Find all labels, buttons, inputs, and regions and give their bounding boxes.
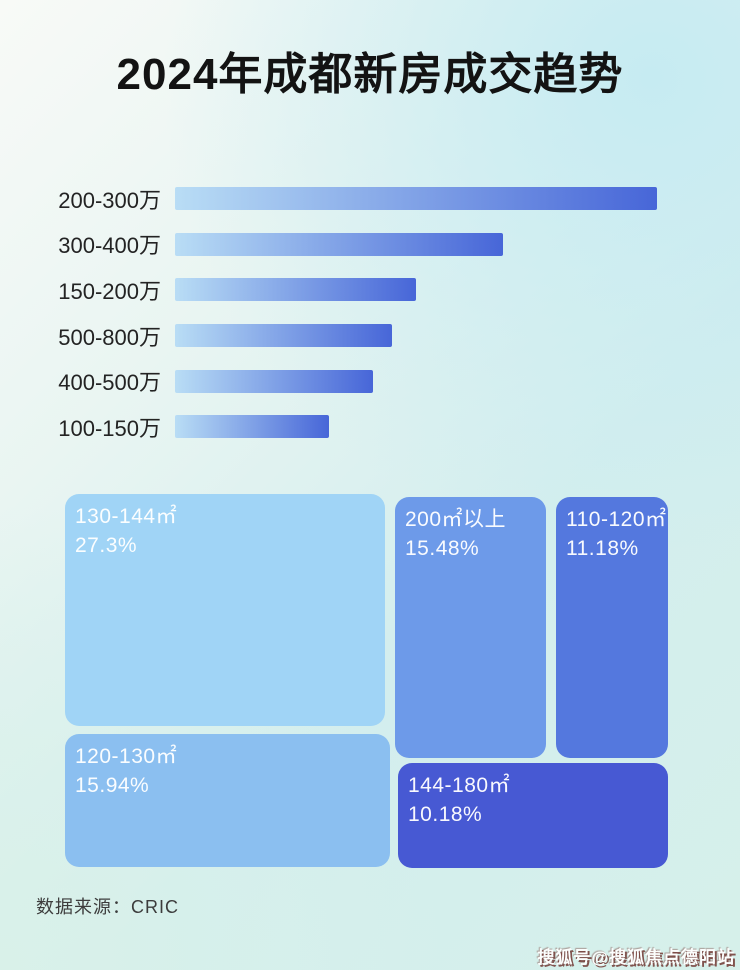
bar-chart: 200-300万 300-400万 150-200万 500-800万 400-500万…	[40, 176, 700, 450]
bar	[175, 278, 416, 302]
watermark: 搜狐号@搜狐焦点德阳站	[537, 948, 735, 967]
bar-row: 100-150万	[40, 404, 700, 450]
bar	[175, 232, 503, 256]
treemap-tile: 200㎡以上 15.48%	[395, 497, 546, 758]
treemap-tile: 120-130㎡ 15.94%	[65, 734, 390, 867]
bar-label: 400-500万	[58, 370, 161, 396]
bar	[175, 415, 329, 439]
tile-label: 130-144㎡	[75, 505, 178, 528]
bar-label: 100-150万	[58, 415, 161, 441]
tile-label: 120-130㎡	[75, 745, 178, 768]
bar-row: 400-500万	[40, 358, 700, 404]
bar	[175, 324, 392, 348]
bar-label: 500-800万	[58, 324, 161, 350]
tile-value: 10.18%	[408, 803, 483, 826]
tile-value: 11.18%	[566, 537, 639, 560]
page-title: 2024年成都新房成交趋势	[116, 50, 624, 99]
tile-label: 110-120㎡	[566, 508, 667, 531]
bar	[175, 187, 657, 211]
tile-value: 27.3%	[75, 534, 138, 557]
bar-row: 300-400万	[40, 222, 700, 268]
tile-value: 15.48%	[405, 537, 480, 560]
treemap-tile: 130-144㎡ 27.3%	[65, 494, 385, 726]
bar-row: 150-200万	[40, 267, 700, 313]
tile-label: 200㎡以上	[405, 508, 507, 531]
treemap-tile: 110-120㎡ 11.18%	[556, 497, 668, 758]
bar-label: 200-300万	[58, 187, 161, 213]
tile-value: 15.94%	[75, 774, 150, 797]
treemap-tile: 144-180㎡ 10.18%	[398, 763, 668, 868]
bar-label: 300-400万	[58, 233, 161, 259]
data-source-label: 数据来源：CRIC	[36, 897, 179, 917]
bar-label: 150-200万	[58, 278, 161, 304]
bar	[175, 369, 373, 393]
tile-label: 144-180㎡	[408, 774, 511, 797]
bar-row: 500-800万	[40, 313, 700, 359]
bar-row: 200-300万	[40, 176, 700, 222]
